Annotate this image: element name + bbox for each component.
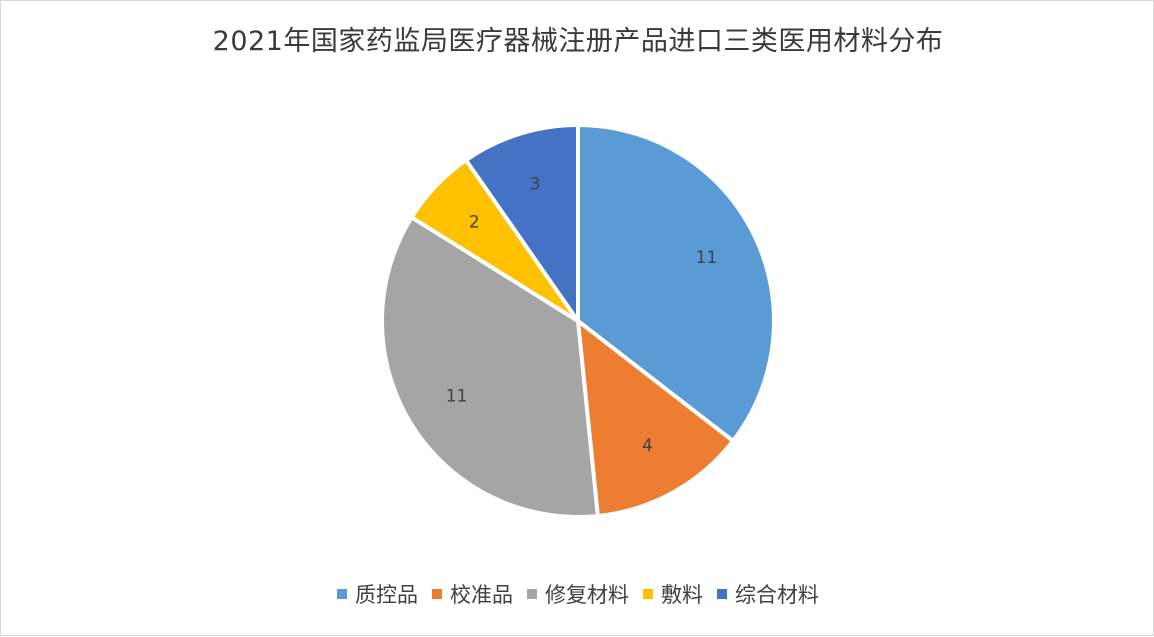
data-label-5: 3 — [530, 174, 541, 194]
legend-swatch — [527, 589, 537, 599]
chart-title: 2021年国家药监局医疗器械注册产品进口三类医用材料分布 — [212, 26, 944, 57]
data-label-1: 11 — [696, 248, 718, 268]
legend-label: 校准品 — [450, 583, 513, 607]
pie-slice-2 — [576, 319, 735, 518]
pie-slice-3 — [380, 215, 600, 519]
legend-item: 敷料 — [643, 579, 703, 609]
legend-swatch — [432, 589, 442, 599]
data-label-4: 2 — [469, 212, 480, 232]
legend-label: 敷料 — [661, 583, 703, 607]
pie-slice-5 — [464, 123, 580, 323]
legend-item: 校准品 — [432, 579, 513, 609]
pie-slice-1 — [576, 123, 776, 443]
legend-swatch — [717, 589, 727, 599]
legend-swatch — [337, 589, 347, 599]
data-label-2: 4 — [642, 436, 653, 456]
legend-item: 质控品 — [337, 579, 418, 609]
legend-item: 修复材料 — [527, 579, 629, 609]
legend-label: 质控品 — [355, 583, 418, 607]
legend-label: 综合材料 — [735, 583, 819, 607]
legend-label: 修复材料 — [545, 583, 629, 607]
legend: 质控品 校准品 修复材料 敷料 综合材料 — [1, 579, 1154, 609]
data-label-3: 11 — [446, 387, 468, 407]
legend-swatch — [643, 589, 653, 599]
legend-item: 综合材料 — [717, 579, 819, 609]
